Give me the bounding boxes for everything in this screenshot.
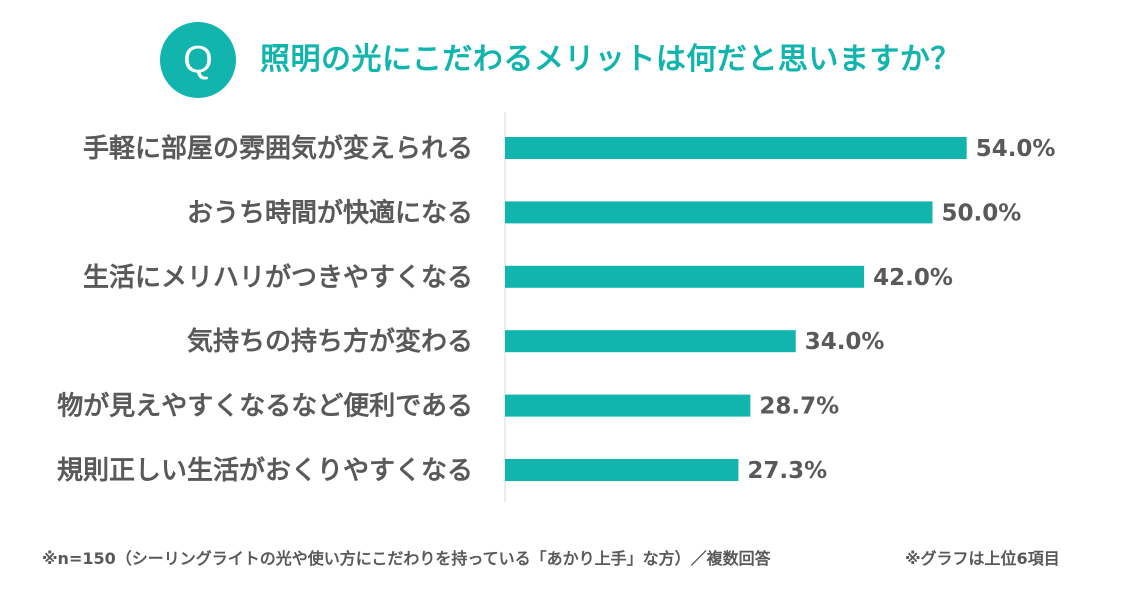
bar	[505, 459, 739, 481]
graph-note: ※グラフは上位6項目	[905, 549, 1060, 568]
question-title: 照明の光にこだわるメリットは何だと思いますか？	[260, 42, 961, 77]
value-label: 34.0%	[805, 329, 885, 355]
value-label: 50.0%	[942, 200, 1022, 226]
value-label: 54.0%	[976, 136, 1056, 162]
bar	[505, 265, 865, 288]
value-label: 42.0%	[873, 265, 953, 291]
bars-group	[505, 137, 967, 481]
category-labels-group: 手軽に部屋の雰囲気が変えられるおうち時間が快適になる生活にメリハリがつきやすくな…	[57, 133, 473, 486]
bar	[505, 137, 967, 159]
value-label: 27.3%	[747, 458, 827, 484]
footnote: ※n=150（シーリングライトの光や使い方にこだわりを持っている「あかり上手」な…	[42, 549, 771, 568]
category-label: 気持ちの持ち方が変わる	[187, 326, 473, 357]
value-labels-group: 54.0% 50.0% 42.0% 34.0% 28.7% 27.3%	[747, 136, 1055, 484]
bar	[505, 394, 751, 417]
bar	[505, 330, 796, 353]
value-label: 28.7%	[759, 394, 839, 420]
q-badge: Q	[160, 22, 236, 98]
category-label: 生活にメリハリがつきやすくなる	[83, 262, 473, 293]
category-label: 物が見えやすくなるなど便利である	[57, 391, 473, 422]
bar	[505, 201, 933, 224]
category-label: 規則正しい生活がおくりやすくなる	[57, 455, 473, 486]
category-label: 手軽に部屋の雰囲気が変えられる	[83, 133, 473, 164]
category-label: おうち時間が快適になる	[187, 197, 473, 228]
bar-chart: 手軽に部屋の雰囲気が変えられるおうち時間が快適になる生活にメリハリがつきやすくな…	[57, 112, 1055, 502]
